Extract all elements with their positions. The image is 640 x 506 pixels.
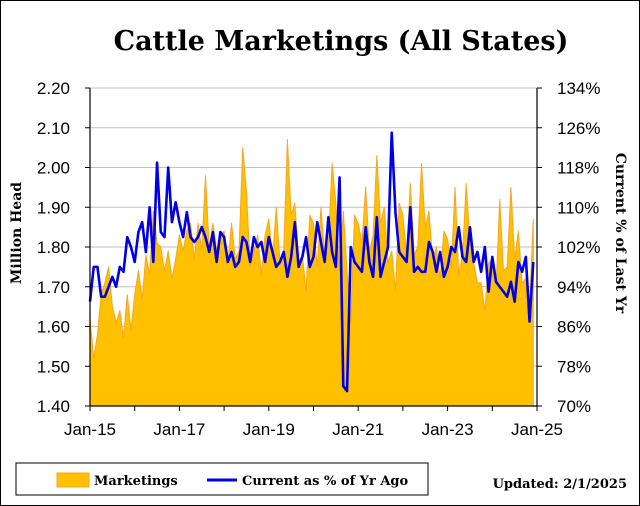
- left-tick-label: 2.00: [37, 159, 70, 178]
- x-tick-label: Jan-21: [332, 420, 384, 439]
- left-axis-label: Million Head: [9, 182, 25, 284]
- right-tick-label: 94%: [557, 278, 591, 297]
- right-axis-label: Current % of Last Yr: [612, 153, 628, 314]
- legend-swatch-marketings: [56, 472, 90, 488]
- left-axis-ticks: 1.40 1.50 1.60 1.70 1.80 1.90 2.00 2.10 2.20: [37, 79, 90, 416]
- series-pct-line: [88, 131, 535, 393]
- left-tick-label: 1.90: [37, 198, 70, 217]
- updated-note: Updated: 2/1/2025: [493, 477, 627, 492]
- right-tick-label: 134%: [557, 79, 600, 98]
- left-tick-label: 1.60: [37, 318, 70, 337]
- right-tick-label: 102%: [557, 238, 600, 257]
- x-tick-label: Jan-23: [422, 420, 474, 439]
- legend-label-marketings: Marketings: [94, 474, 178, 489]
- x-tick-label: Jan-17: [153, 420, 205, 439]
- x-tick-label: Jan-25: [511, 420, 563, 439]
- series-marketings-area: [89, 139, 534, 407]
- left-tick-label: 2.10: [37, 119, 70, 138]
- left-tick-label: 1.70: [37, 278, 70, 297]
- right-tick-label: 110%: [557, 198, 599, 217]
- x-tick-label: Jan-15: [64, 420, 116, 439]
- left-tick-label: 1.80: [37, 238, 70, 257]
- marketings-area-layer: [89, 139, 534, 407]
- left-tick-label: 2.20: [37, 79, 70, 98]
- pct-line-layer: [88, 131, 535, 393]
- legend-label-pct: Current as % of Yr Ago: [242, 474, 409, 489]
- left-tick-label: 1.50: [37, 357, 70, 376]
- left-tick-label: 1.40: [37, 397, 70, 416]
- right-tick-label: 78%: [557, 357, 591, 376]
- right-axis-ticks: 70% 78% 86% 94% 102% 110% 118% 126% 134%: [537, 79, 600, 416]
- x-axis-ticks: Jan-15 Jan-17 Jan-19 Jan-21 Jan-23 Jan-25: [64, 406, 563, 439]
- right-tick-label: 126%: [557, 119, 600, 138]
- chart-title: Cattle Marketings (All States): [114, 26, 569, 57]
- legend: Marketings Current as % of Yr Ago: [15, 462, 429, 496]
- right-tick-label: 70%: [557, 397, 591, 416]
- x-tick-label: Jan-19: [243, 420, 295, 439]
- right-tick-label: 86%: [557, 318, 591, 337]
- right-tick-label: 118%: [557, 159, 599, 178]
